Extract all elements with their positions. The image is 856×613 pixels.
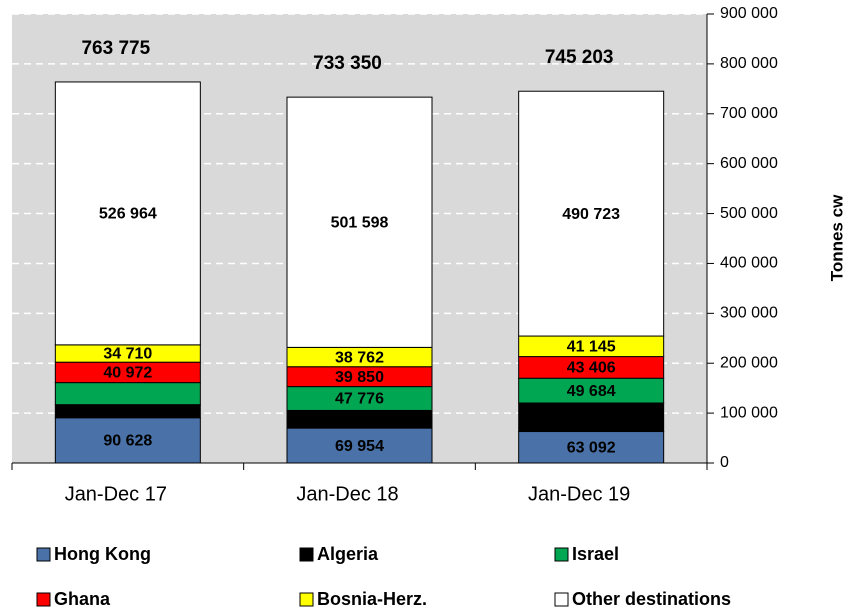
legend-swatch bbox=[554, 547, 569, 562]
data-label: 47 776 bbox=[335, 391, 384, 408]
data-label: 57 152 bbox=[567, 409, 616, 426]
data-label: 69 954 bbox=[335, 438, 384, 455]
total-label: 745 203 bbox=[545, 47, 614, 68]
data-label: 490 723 bbox=[562, 206, 620, 223]
data-label: 63 092 bbox=[567, 439, 616, 456]
x-tick-label: Jan-Dec 17 bbox=[65, 483, 167, 505]
y-tick-label: 400 000 bbox=[720, 255, 778, 272]
data-label: 34 710 bbox=[103, 346, 152, 363]
legend-label: Bosnia-Herz. bbox=[317, 589, 427, 609]
data-label: 26 305 bbox=[103, 403, 152, 420]
bar-segment bbox=[54, 81, 201, 346]
y-tick-label: 900 000 bbox=[720, 5, 778, 22]
y-tick-label: 0 bbox=[720, 454, 729, 471]
legend-label: Other destinations bbox=[572, 589, 731, 609]
data-label: 526 964 bbox=[99, 206, 157, 223]
data-label: 40 972 bbox=[103, 365, 152, 382]
legend-label: Hong Kong bbox=[54, 544, 151, 564]
y-tick-label: 100 000 bbox=[720, 404, 778, 421]
total-label: 763 775 bbox=[81, 38, 150, 59]
legend-swatch bbox=[36, 592, 51, 607]
legend-swatch bbox=[554, 592, 569, 607]
bar-segment bbox=[54, 382, 201, 406]
bar-segment bbox=[286, 427, 433, 464]
legend-label: Algeria bbox=[317, 544, 379, 564]
data-label: 35 410 bbox=[335, 411, 384, 428]
data-label: 501 598 bbox=[331, 214, 389, 231]
data-label: 49 684 bbox=[567, 383, 616, 400]
y-axis-label: Tonnes cw bbox=[827, 194, 846, 281]
y-tick-label: 500 000 bbox=[720, 205, 778, 222]
y-tick-label: 300 000 bbox=[720, 305, 778, 322]
data-label: 43 406 bbox=[567, 360, 616, 377]
legend-swatch bbox=[36, 547, 51, 562]
bar-segment bbox=[518, 377, 665, 404]
legend-swatch bbox=[299, 592, 314, 607]
bar-segment bbox=[518, 90, 665, 337]
legend-label: Ghana bbox=[54, 589, 111, 609]
total-label: 733 350 bbox=[313, 53, 382, 74]
y-tick-label: 200 000 bbox=[720, 354, 778, 371]
data-label: 41 145 bbox=[567, 339, 616, 356]
x-tick-label: Jan-Dec 18 bbox=[296, 483, 398, 505]
y-tick-label: 800 000 bbox=[720, 55, 778, 72]
bar-segment bbox=[286, 96, 433, 348]
x-tick-label: Jan-Dec 19 bbox=[528, 483, 630, 505]
bar-segment bbox=[54, 417, 201, 464]
data-label: 38 762 bbox=[335, 349, 384, 366]
data-label: 90 628 bbox=[103, 433, 152, 450]
data-label: 39 850 bbox=[335, 369, 384, 386]
y-tick-label: 700 000 bbox=[720, 105, 778, 122]
legend-label: Israel bbox=[572, 544, 619, 564]
bar-segment bbox=[518, 402, 665, 433]
legend-swatch bbox=[299, 547, 314, 562]
y-tick-label: 600 000 bbox=[720, 155, 778, 172]
